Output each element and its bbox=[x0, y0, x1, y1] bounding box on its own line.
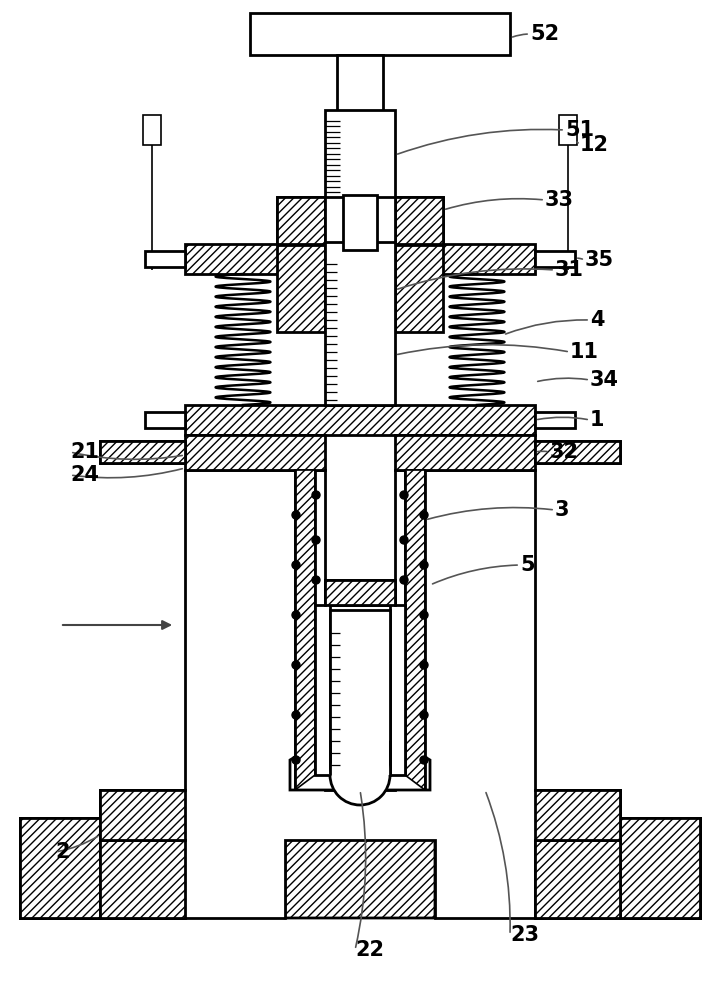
Circle shape bbox=[400, 536, 408, 544]
Polygon shape bbox=[325, 197, 395, 245]
Polygon shape bbox=[143, 115, 161, 145]
Polygon shape bbox=[620, 818, 700, 918]
Polygon shape bbox=[145, 251, 185, 267]
Text: 33: 33 bbox=[545, 190, 574, 210]
Polygon shape bbox=[395, 435, 535, 470]
Polygon shape bbox=[620, 818, 700, 918]
Polygon shape bbox=[100, 790, 185, 840]
Polygon shape bbox=[535, 790, 620, 840]
Circle shape bbox=[312, 576, 320, 584]
Text: 1: 1 bbox=[590, 410, 605, 430]
Polygon shape bbox=[343, 197, 443, 245]
Circle shape bbox=[420, 756, 428, 764]
Polygon shape bbox=[395, 197, 443, 245]
Polygon shape bbox=[325, 110, 395, 200]
Circle shape bbox=[420, 561, 428, 569]
Circle shape bbox=[292, 561, 300, 569]
Polygon shape bbox=[535, 412, 575, 428]
Polygon shape bbox=[100, 790, 185, 840]
Circle shape bbox=[400, 491, 408, 499]
Circle shape bbox=[292, 661, 300, 669]
Polygon shape bbox=[620, 818, 700, 918]
Circle shape bbox=[292, 611, 300, 619]
Polygon shape bbox=[100, 441, 185, 463]
Polygon shape bbox=[20, 818, 100, 918]
Text: 5: 5 bbox=[520, 555, 535, 575]
Circle shape bbox=[312, 491, 320, 499]
Polygon shape bbox=[559, 115, 577, 145]
Text: 11: 11 bbox=[570, 342, 599, 362]
Polygon shape bbox=[325, 580, 395, 605]
Circle shape bbox=[330, 745, 390, 805]
Polygon shape bbox=[405, 470, 425, 790]
Polygon shape bbox=[290, 735, 430, 790]
Polygon shape bbox=[330, 610, 390, 775]
Polygon shape bbox=[620, 818, 700, 918]
Polygon shape bbox=[145, 412, 185, 428]
Text: 2: 2 bbox=[55, 842, 70, 862]
Circle shape bbox=[292, 511, 300, 519]
Polygon shape bbox=[535, 840, 620, 918]
Polygon shape bbox=[535, 790, 620, 840]
Circle shape bbox=[420, 511, 428, 519]
Circle shape bbox=[420, 661, 428, 669]
Circle shape bbox=[292, 711, 300, 719]
Polygon shape bbox=[185, 435, 325, 470]
Text: 22: 22 bbox=[355, 940, 384, 960]
Text: 31: 31 bbox=[555, 260, 584, 280]
Polygon shape bbox=[295, 470, 315, 790]
Circle shape bbox=[420, 611, 428, 619]
Text: 34: 34 bbox=[590, 370, 619, 390]
Polygon shape bbox=[20, 470, 700, 918]
Polygon shape bbox=[395, 245, 443, 332]
Text: 12: 12 bbox=[580, 135, 609, 155]
Text: 3: 3 bbox=[555, 500, 570, 520]
Polygon shape bbox=[277, 197, 325, 245]
Polygon shape bbox=[185, 405, 535, 435]
Polygon shape bbox=[535, 840, 620, 918]
Polygon shape bbox=[100, 441, 185, 463]
Text: 23: 23 bbox=[510, 925, 539, 945]
Text: 24: 24 bbox=[70, 465, 99, 485]
Polygon shape bbox=[535, 441, 620, 463]
Polygon shape bbox=[20, 818, 100, 918]
Polygon shape bbox=[185, 244, 535, 274]
Circle shape bbox=[400, 576, 408, 584]
Polygon shape bbox=[100, 840, 185, 918]
Text: 52: 52 bbox=[530, 24, 559, 44]
Text: 21: 21 bbox=[70, 442, 99, 462]
Circle shape bbox=[292, 756, 300, 764]
Text: 51: 51 bbox=[565, 120, 594, 140]
Polygon shape bbox=[20, 818, 100, 918]
Polygon shape bbox=[277, 245, 325, 332]
Polygon shape bbox=[315, 580, 405, 775]
Polygon shape bbox=[535, 251, 575, 267]
Polygon shape bbox=[250, 13, 510, 55]
Text: 4: 4 bbox=[590, 310, 605, 330]
Polygon shape bbox=[343, 195, 377, 250]
Polygon shape bbox=[100, 840, 185, 918]
Polygon shape bbox=[337, 55, 383, 112]
Text: 35: 35 bbox=[585, 250, 614, 270]
Polygon shape bbox=[277, 197, 377, 245]
Polygon shape bbox=[325, 242, 395, 405]
Circle shape bbox=[420, 711, 428, 719]
Polygon shape bbox=[20, 818, 100, 918]
Polygon shape bbox=[235, 735, 485, 918]
Circle shape bbox=[312, 536, 320, 544]
Text: 32: 32 bbox=[550, 442, 579, 462]
Polygon shape bbox=[535, 441, 620, 463]
